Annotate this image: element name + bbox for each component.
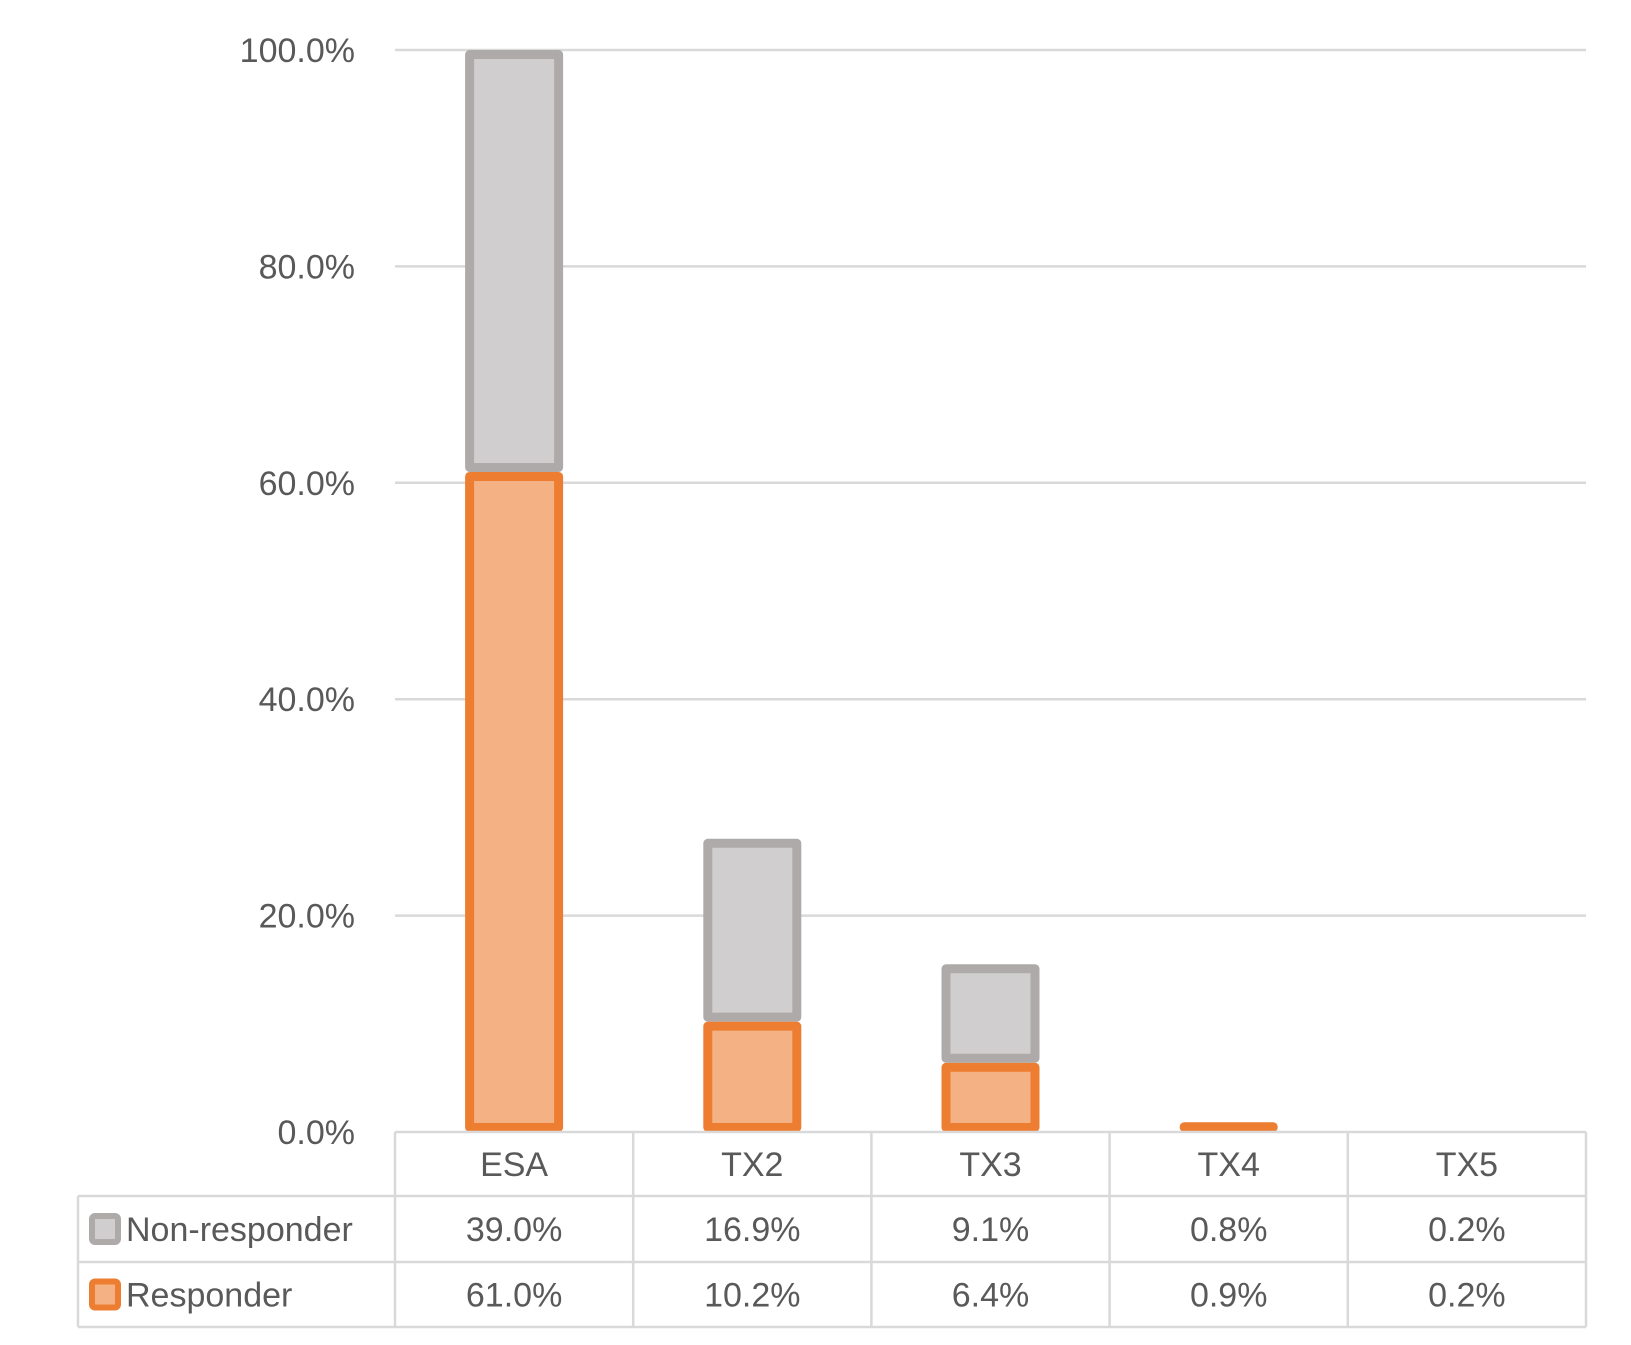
legend-key-responder: [89, 1278, 121, 1311]
x-tick-label: TX3: [959, 1146, 1021, 1184]
bars: [465, 50, 1278, 1133]
y-tick-label: 0.0%: [278, 1114, 356, 1152]
table-cell-value: 0.2%: [1428, 1211, 1506, 1249]
x-tick-label: ESA: [480, 1146, 548, 1184]
y-tick-label: 40.0%: [259, 681, 355, 719]
bar-responder-tx4: [1179, 1122, 1278, 1132]
bar-responder-tx2: [703, 1021, 802, 1132]
y-tick-label: 80.0%: [259, 248, 355, 286]
table-cell-value: 0.8%: [1190, 1211, 1268, 1249]
table-cell-value: 0.2%: [1428, 1277, 1506, 1315]
legend-key-non-responder: [89, 1213, 121, 1245]
bar-non-responder-esa: [465, 50, 564, 472]
y-axis-tick-labels: 0.0% 20.0% 40.0% 60.0% 80.0% 100.0%: [240, 32, 355, 1152]
y-tick-label: 60.0%: [259, 465, 355, 503]
y-tick-label: 100.0%: [240, 32, 355, 70]
table-cell-value: 0.9%: [1190, 1277, 1268, 1315]
bar-responder-esa: [465, 471, 564, 1133]
bar-non-responder-tx2: [703, 838, 802, 1022]
y-tick-label: 20.0%: [259, 898, 355, 936]
table-cell-value: 16.9%: [704, 1211, 800, 1249]
legend-label-non-responder: Non-responder: [126, 1211, 353, 1249]
table-cell-value: 6.4%: [952, 1277, 1030, 1315]
legend-label-responder: Responder: [126, 1277, 292, 1315]
data-table: ESA TX2 TX3 TX4 TX5 Non-responder 39.0% 16.9% 9.…: [76, 1130, 1588, 1329]
table-cell-value: 9.1%: [952, 1211, 1030, 1249]
table-cell-value: 10.2%: [704, 1277, 800, 1315]
table-cell-value: 39.0%: [466, 1211, 562, 1249]
gridlines: [395, 48, 1586, 917]
x-tick-label: TX5: [1436, 1146, 1498, 1184]
table-cell-value: 61.0%: [466, 1277, 562, 1315]
x-tick-label: TX4: [1198, 1146, 1260, 1184]
x-tick-label: TX2: [721, 1146, 783, 1184]
bar-responder-tx3: [941, 1062, 1040, 1132]
bar-non-responder-tx3: [941, 964, 1040, 1063]
